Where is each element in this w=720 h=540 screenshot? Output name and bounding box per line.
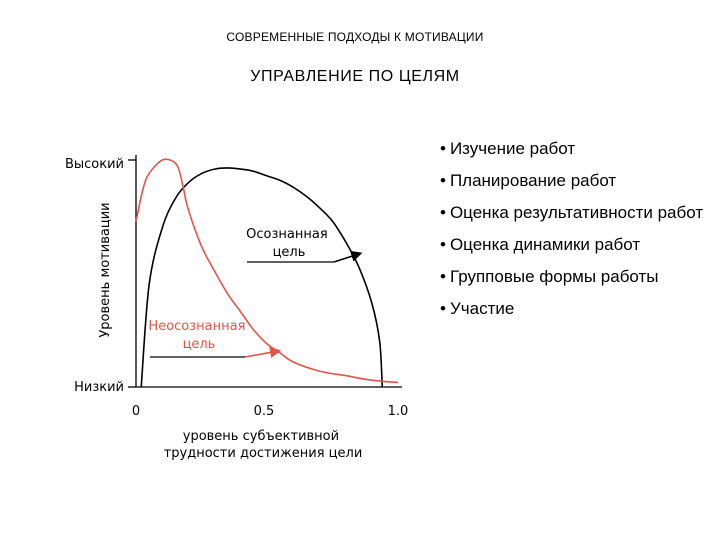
annotation-conscious-goal: Осознанная цель [246, 227, 332, 260]
annotation-unconscious-goal: Неосознанная цель [148, 319, 249, 352]
bullet-item: • Изучение работ [440, 138, 710, 159]
bullet-glyph: • [440, 139, 446, 158]
slide-title: УПРАВЛЕНИЕ ПО ЦЕЛЯМ [250, 68, 460, 85]
series-unconscious-goal-line [135, 158, 399, 384]
bullet-text: Участие [449, 299, 515, 318]
x-axis-label: уровень субъективной трудности достижени… [164, 429, 363, 461]
annotation-conscious-arrow [333, 250, 363, 263]
bullet-item: • Участие [440, 298, 710, 319]
annotation-unconscious-arrow [244, 346, 282, 358]
annotation-conscious-line1: Осознанная [246, 227, 328, 242]
annotation-unconscious-line1: Неосознанная [148, 319, 245, 334]
annotation-unconscious-line2: цель [183, 337, 216, 352]
bullet-text: Изучение работ [449, 139, 576, 158]
bullet-glyph: • [440, 171, 446, 190]
annotation-conscious-line2: цель [273, 245, 306, 260]
y-tick-label-high: Высокий [65, 157, 124, 172]
x-tick-label-0: 0 [132, 404, 140, 419]
bullet-glyph: • [440, 235, 446, 254]
bullet-glyph: • [440, 299, 446, 318]
bullet-item: • Планирование работ [440, 170, 710, 191]
x-axis-label-line1: уровень субъективной [183, 429, 339, 444]
x-tick-label-1-0: 1.0 [388, 404, 409, 419]
bullet-text: Оценка динамики работ [449, 235, 641, 254]
bullet-item: • Оценка динамики работ [440, 234, 710, 255]
bullet-item: • Групповые формы работы [440, 266, 710, 287]
bullet-text: Планирование работ [449, 171, 617, 190]
slide-header: СОВРЕМЕННЫЕ ПОДХОДЫ К МОТИВАЦИИ [226, 30, 484, 44]
bullet-list: • Изучение работ • Планирование работ • Оце… [440, 138, 710, 330]
x-tick-label-0-5: 0.5 [254, 404, 275, 419]
bullet-glyph: • [440, 267, 446, 286]
y-axis-label: Уровень мотивации [98, 202, 113, 337]
y-tick-label-low: Низкий [74, 380, 124, 395]
x-axis-label-line2: трудности достижения цели [164, 446, 363, 461]
bullet-text: Оценка результативности работ [449, 203, 704, 222]
bullet-item: • Оценка результативности работ [440, 202, 710, 223]
bullet-glyph: • [440, 203, 446, 222]
bullet-text: Групповые формы работы [449, 267, 659, 286]
